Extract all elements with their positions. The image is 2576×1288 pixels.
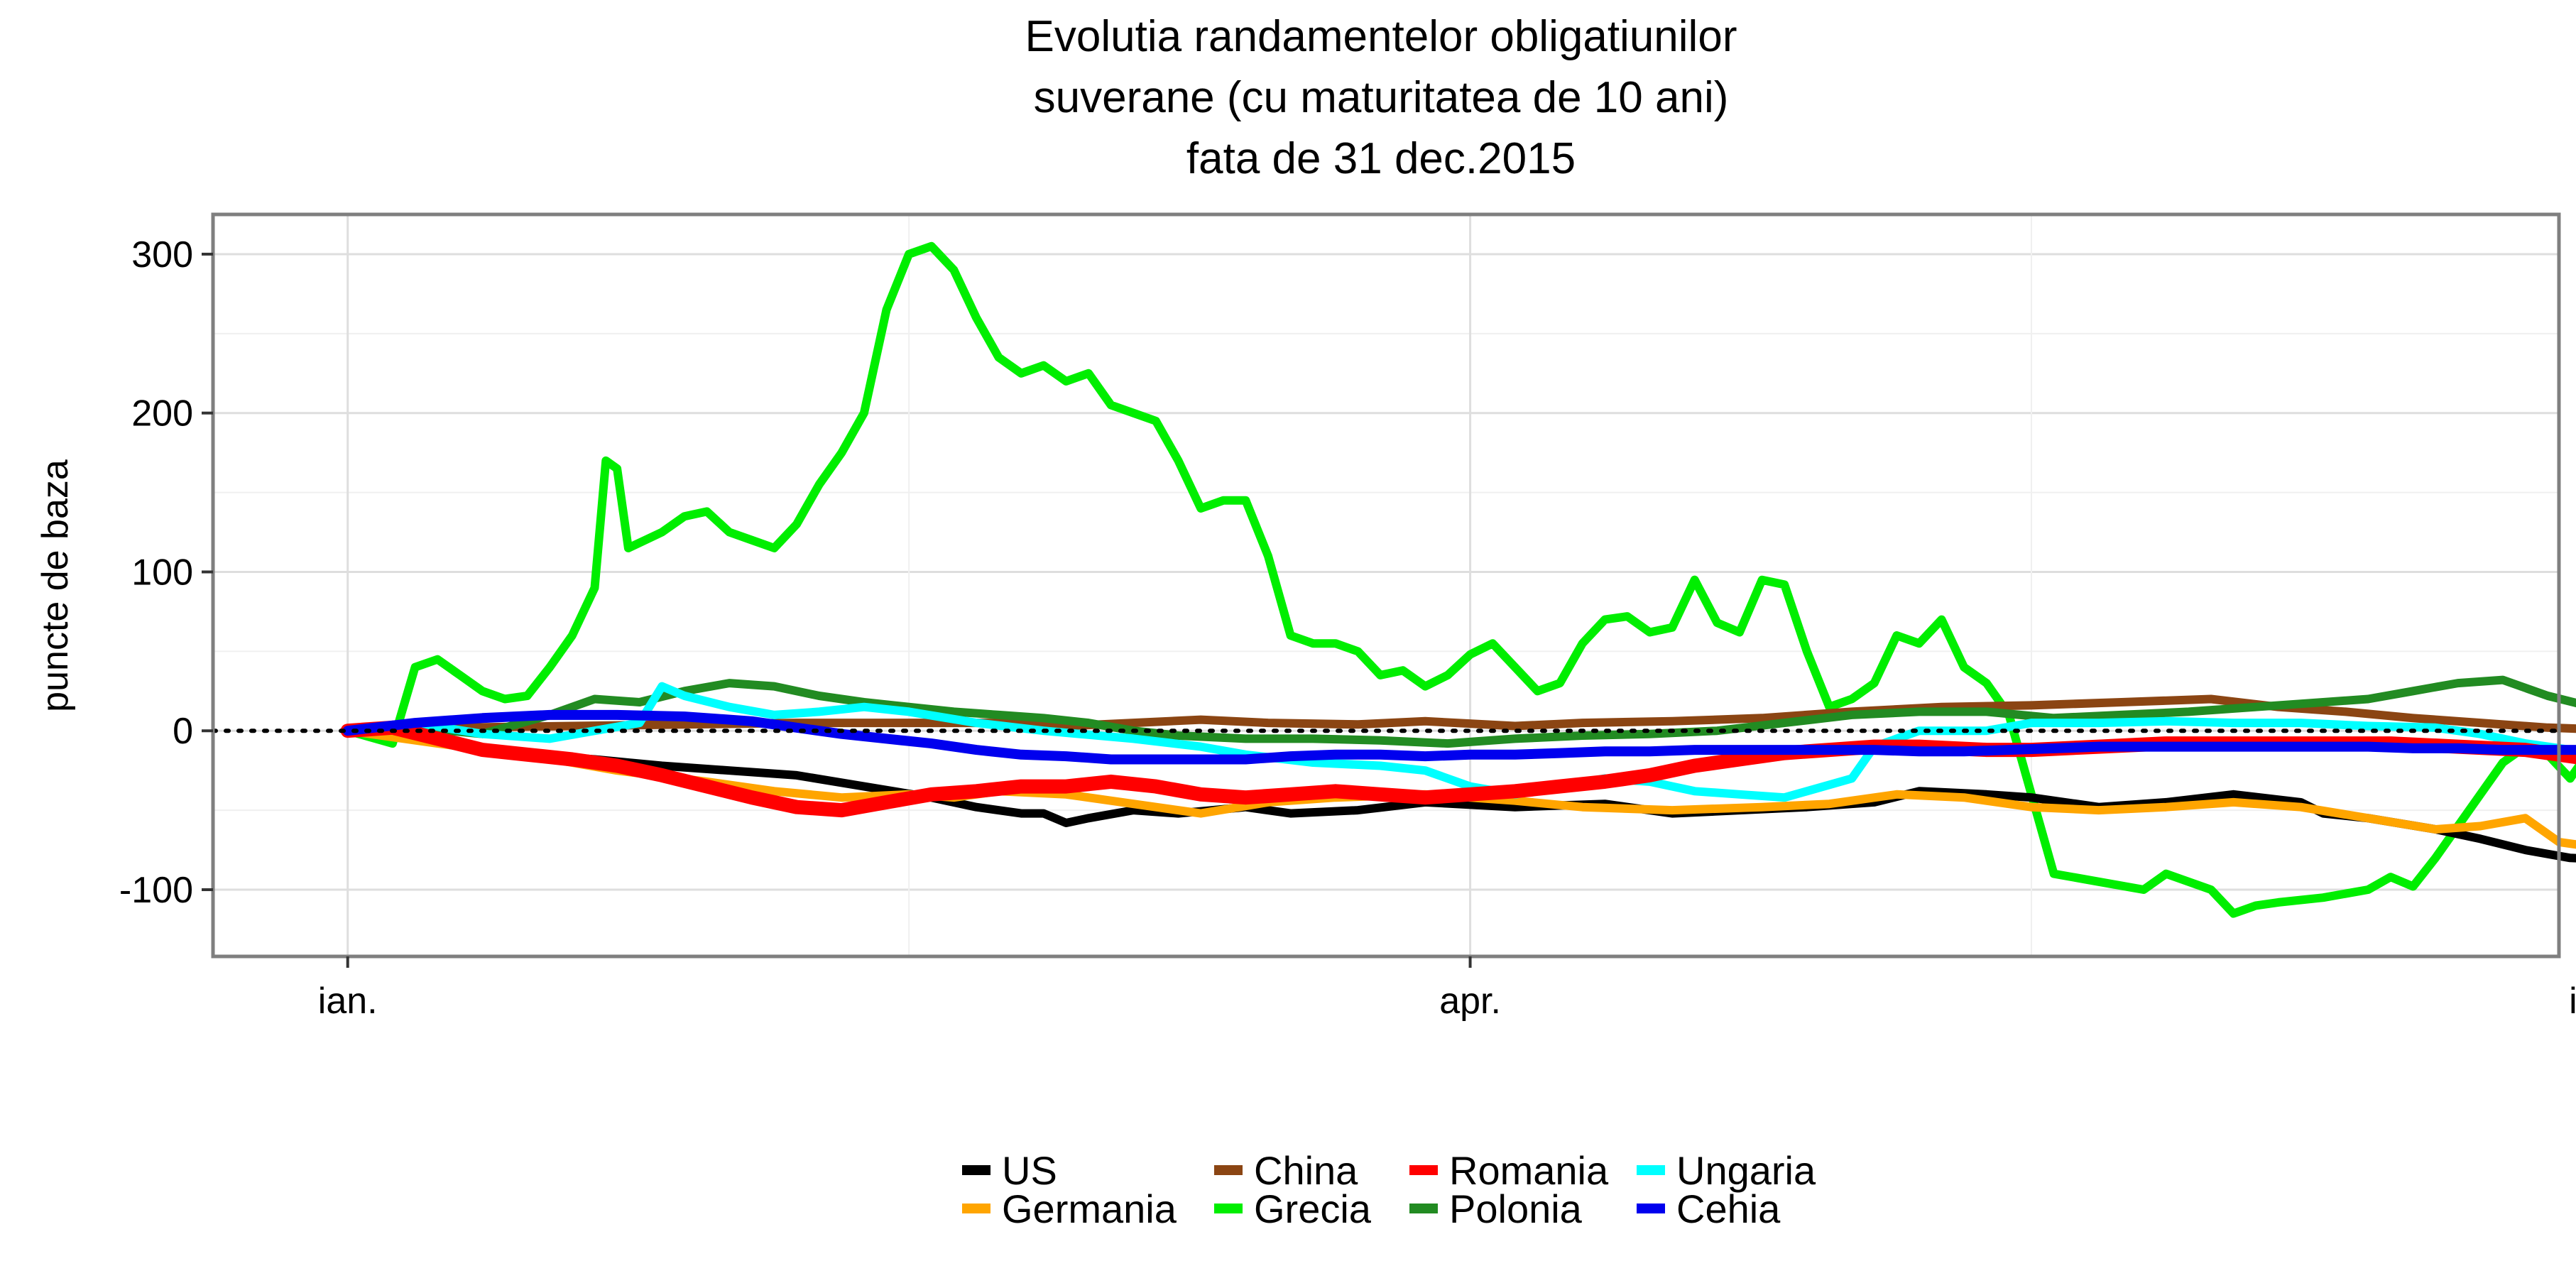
y-axis-label: puncte de baza (35, 459, 76, 712)
series-lines (340, 241, 2576, 918)
chart-title: Evolutia randamentelor obligatiunilor su… (1025, 12, 1737, 183)
x-tick-label: apr. (1439, 981, 1501, 1022)
legend-label-romania: Romania (1449, 1148, 1609, 1193)
legend-label-ungaria: Ungaria (1676, 1148, 1816, 1193)
series-line-germania (343, 726, 2576, 849)
legend-label-us: US (1002, 1148, 1057, 1193)
y-tick-label: 0 (173, 711, 193, 752)
x-tick-label: ian. (318, 981, 378, 1022)
legend-label-china: China (1254, 1148, 1358, 1193)
series-line-cehia (342, 709, 2576, 765)
plot-panel (213, 214, 2559, 956)
y-axis: -100 0 100 200 300 (119, 234, 213, 911)
y-tick-label: -100 (119, 870, 193, 911)
legend-label-grecia: Grecia (1254, 1186, 1372, 1231)
series-line-grecia (343, 241, 2576, 918)
x-axis: ian. apr. iul. (318, 956, 2576, 1022)
legend-label-polonia: Polonia (1449, 1186, 1583, 1231)
chart-title-line-2: suverane (cu maturitatea de 10 ani) (1034, 73, 1729, 122)
y-tick-label: 100 (131, 552, 193, 593)
legend-label-cehia: Cehia (1676, 1186, 1781, 1231)
series-line-china (343, 694, 2576, 736)
legend-label-germania: Germania (1002, 1186, 1177, 1231)
x-tick-label: iul. (2569, 981, 2576, 1022)
chart-title-line-3: fata de 31 dec.2015 (1186, 134, 1576, 183)
chart-title-line-1: Evolutia randamentelor obligatiunilor (1025, 12, 1737, 61)
y-tick-label: 300 (131, 234, 193, 275)
y-tick-label: 200 (131, 393, 193, 435)
series-line-polonia (343, 675, 2576, 748)
plot-panel-border (211, 212, 2561, 959)
